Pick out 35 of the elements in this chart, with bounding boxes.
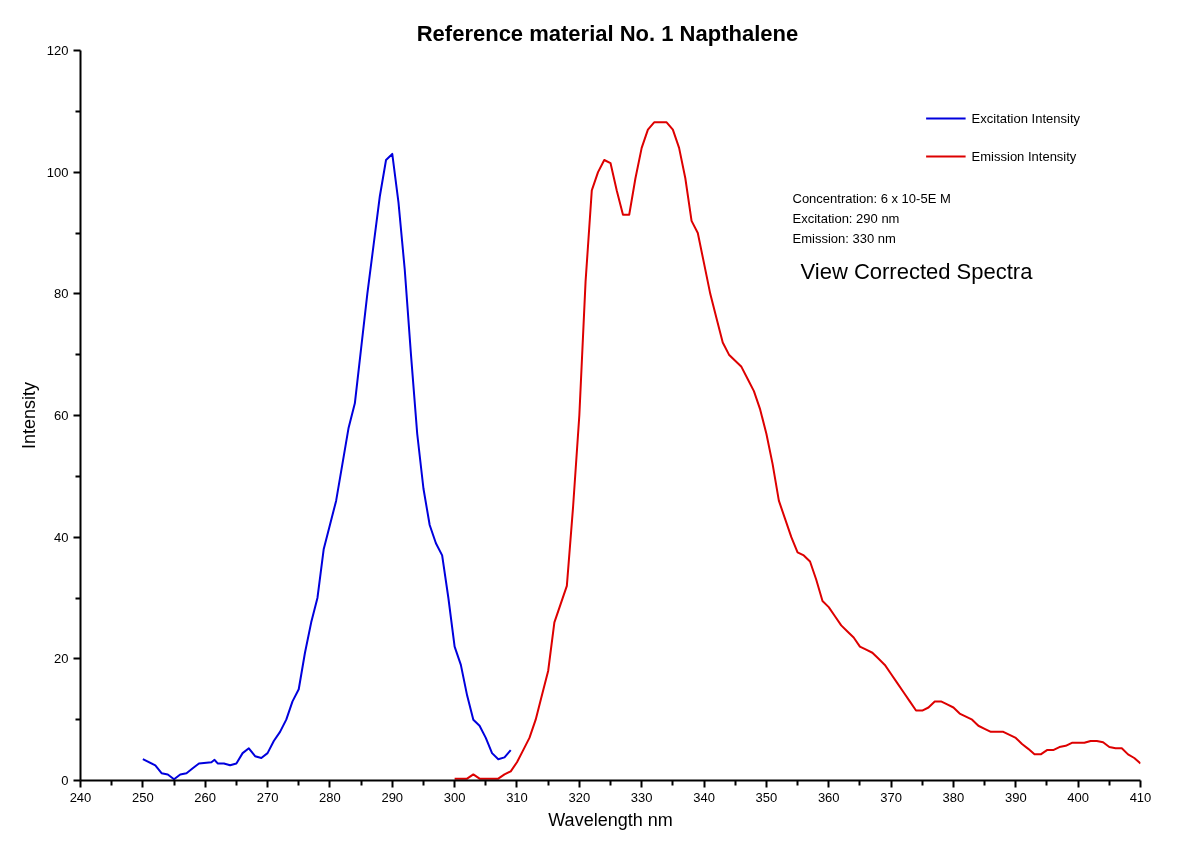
- x-tick-label: 240: [69, 789, 92, 805]
- y-tick-label: 20: [54, 651, 69, 667]
- x-tick-label: 380: [942, 789, 965, 805]
- x-tick-label: 250: [132, 789, 154, 805]
- x-tick-label: 310: [506, 789, 528, 805]
- x-tick-label: 290: [381, 789, 404, 805]
- x-tick-label: 270: [256, 789, 279, 805]
- x-tick-label: 260: [194, 789, 217, 805]
- x-tick-label: 320: [568, 789, 591, 805]
- x-tick-label: 330: [630, 789, 653, 805]
- x-tick-label: 370: [880, 789, 902, 805]
- x-tick-label: 410: [1129, 789, 1152, 805]
- chart-title: Reference material No. 1 Napthalene: [416, 20, 799, 46]
- x-tick-label: 400: [1067, 789, 1090, 805]
- y-tick-label: 60: [54, 408, 69, 423]
- y-axis-title: Intensity: [18, 381, 39, 450]
- line-series: [141, 152, 512, 781]
- x-tick-label: 340: [693, 789, 715, 805]
- legend-label: Excitation Intensity: [971, 110, 1080, 126]
- annotation: Excitation: 290 nm: [792, 210, 900, 226]
- y-tick-label: 80: [54, 286, 69, 302]
- y-tick-label: 40: [54, 529, 69, 545]
- y-tick-label: 0: [61, 773, 69, 788]
- annotation: Emission: 330 nm: [792, 230, 896, 246]
- legend-label: Emission Intensity: [971, 148, 1077, 164]
- y-tick-label: 120: [46, 43, 69, 58]
- x-tick-label: 350: [755, 789, 778, 805]
- x-tick-label: 300: [443, 789, 466, 805]
- y-tick-label: 100: [46, 164, 69, 180]
- annotation: View Corrected Spectra: [800, 258, 1034, 284]
- x-tick-label: 390: [1004, 789, 1027, 805]
- x-axis-title: Wavelength nm: [548, 809, 673, 830]
- x-tick-label: 280: [319, 789, 341, 805]
- x-tick-label: 360: [817, 789, 840, 805]
- annotation: Concentration: 6 x 10-5E M: [792, 190, 951, 206]
